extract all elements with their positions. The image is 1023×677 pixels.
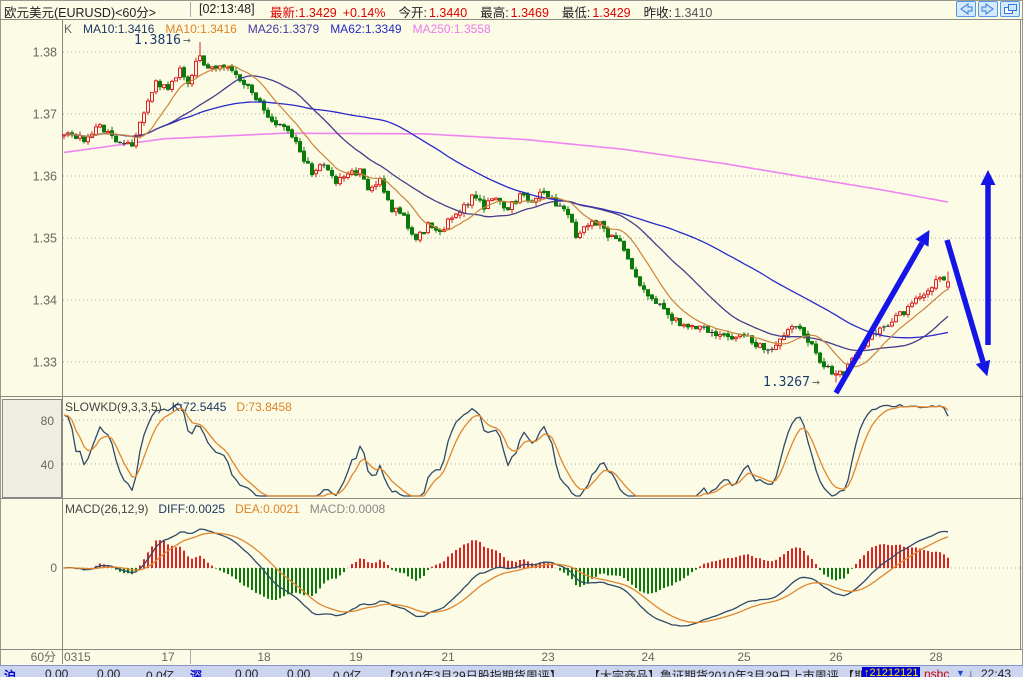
cascade-windows-icon (1004, 4, 1017, 14)
ma26-label: MA26:1.3379 (247, 22, 320, 36)
time-axis-label: 0315 (64, 650, 91, 664)
filter-funnel-icon[interactable]: ▼ (956, 668, 965, 677)
high-annotation: 1.3816 → (134, 33, 191, 48)
time-axis: 60分 0315 17 18 19 21 23 24 25 26 28 (31, 650, 943, 664)
symbol-title: 欧元美元(EURUSD)<60分> (4, 6, 157, 20)
trend-arrow-head (975, 359, 991, 377)
kd-tick-80: 80 (40, 414, 54, 428)
time-axis-label: 28 (929, 650, 943, 664)
time-axis-label: 21 (441, 650, 455, 664)
macd-zero-label: 0 (50, 561, 57, 575)
price-axis-label: 1.35 (33, 232, 57, 246)
sz-index-label: 深 (190, 669, 203, 677)
macd-bar-value: MACD:0.0008 (309, 502, 386, 516)
ma26-line (63, 75, 949, 352)
k-chart-label: K (64, 22, 73, 36)
ma250-label: MA250:1.3558 (412, 22, 491, 36)
time-axis-label: 24 (641, 650, 655, 664)
right-arrow-glyph: → (811, 375, 820, 390)
status-bar: 沪 0.00 0.00 0.0亿 深 0.00 0.00 0.0亿 【2010年… (0, 665, 1023, 677)
trend-arrow (944, 239, 986, 363)
sz-index-price: 0.00 (235, 667, 259, 677)
time-axis-label: 17 (161, 650, 175, 664)
slowkd-d-value: D:73.8458 (236, 400, 292, 414)
sh-index-price: 0.00 (45, 667, 69, 677)
sh-index-volume: 0.0亿 (146, 669, 175, 677)
ma10-label: MA10:1.3416 (165, 22, 237, 36)
header-bar: 欧元美元(EURUSD)<60分> [02:13:48] 最新:1.3429 +0… (0, 0, 1023, 21)
slowkd-k-value: K:72.5445 (171, 400, 227, 414)
time-axis-unit: 60分 (31, 650, 56, 664)
price-axis-label: 1.38 (33, 46, 57, 60)
time-axis-label: 19 (349, 650, 363, 664)
ma10-line (63, 64, 949, 368)
sz-index-change: 0.00 (287, 667, 311, 677)
macd-name: MACD(26,12,9) (65, 502, 149, 516)
window-buttons (956, 1, 1020, 17)
trend-arrow-head (915, 229, 930, 247)
slowkd-k-line (63, 403, 949, 497)
macd-dea-line (63, 532, 949, 624)
slowkd-d-line (63, 405, 949, 497)
slowkd-name: SLOWKD(9,3,3,5) (65, 400, 162, 414)
time-axis-label: 26 (829, 650, 843, 664)
kd-tick-40: 40 (40, 458, 54, 472)
cascade-windows-button[interactable] (1000, 1, 1020, 17)
forward-button[interactable] (978, 1, 998, 17)
time-axis-label: 25 (737, 650, 751, 664)
price-axis-label: 1.33 (33, 356, 57, 370)
slowkd-indicator-legend: SLOWKD(9,3,3,5) K:72.5445 D:73.8458 (65, 400, 292, 414)
kd-scale-box: 80 40 (2, 399, 62, 498)
news-ticker-item[interactable]: 【2010年3月29日股指期货周评】 (383, 669, 562, 677)
candlesticks (62, 42, 950, 383)
low-annotation: 1.3267 → (763, 375, 820, 390)
sh-index-change: 0.00 (97, 667, 121, 677)
ma62-line (63, 101, 949, 339)
sh-index-label: 沪 (4, 669, 17, 677)
macd-diff-value: DIFF:0.0025 (158, 502, 226, 516)
price-axis-label: 1.36 (33, 170, 57, 184)
back-button[interactable] (956, 1, 976, 17)
macd-histogram (67, 540, 949, 600)
macd-diff-line (63, 528, 949, 627)
news-ticker-item[interactable]: 【大宗商品】鲁证期货2010年3月29日上市周评 (588, 669, 839, 677)
trend-arrow (833, 241, 925, 395)
price-axis-label: 1.34 (33, 294, 57, 308)
time-axis-label: 18 (257, 650, 271, 664)
scroll-down-icon[interactable]: ↓ (968, 667, 974, 677)
price-axis-label: 1.37 (33, 108, 57, 122)
ma62-label: MA62:1.3349 (330, 22, 402, 36)
quote-timestamp: [02:13:48] (199, 2, 255, 16)
quote-prev-close: 昨收: 1.3410 (643, 6, 713, 20)
trend-arrow-head (980, 170, 996, 185)
sz-index-volume: 0.0亿 (333, 669, 362, 677)
ma10-dark-label: MA10:1.3416 (83, 22, 155, 36)
quote-low: 最低: 1.3429 (561, 6, 631, 20)
quote-high: 最高: 1.3469 (480, 6, 549, 20)
quote-open: 今开: 1.3440 (398, 6, 468, 20)
time-axis-label: 23 (541, 650, 555, 664)
ma250-line (63, 132, 949, 203)
news-ticker-item[interactable]: 【期 (842, 669, 867, 677)
macd-indicator-legend: MACD(26,12,9) DIFF:0.0025 DEA:0.0021 MAC… (65, 502, 385, 516)
forward-arrow-icon (981, 3, 994, 15)
main-indicator-legend: K MA10:1.3416 MA10:1.3416 MA26:1.3379 MA… (64, 22, 491, 36)
quote-strip: 最新:1.3429 +0.14% 今开: 1.3440 最高: 1.3469 最低: 1… (270, 2, 712, 21)
back-arrow-icon (960, 3, 973, 15)
status-clock: 22:43 (981, 667, 1012, 677)
drawn-trend-arrows[interactable] (833, 170, 996, 395)
ticker-badge[interactable]: ↑21212121 (862, 667, 921, 677)
right-arrow-glyph: → (182, 33, 191, 48)
ticker-tag: nsbc (924, 667, 950, 677)
macd-dea-value: DEA:0.0021 (235, 502, 300, 516)
quote-last: 最新:1.3429 +0.14% (270, 6, 386, 20)
